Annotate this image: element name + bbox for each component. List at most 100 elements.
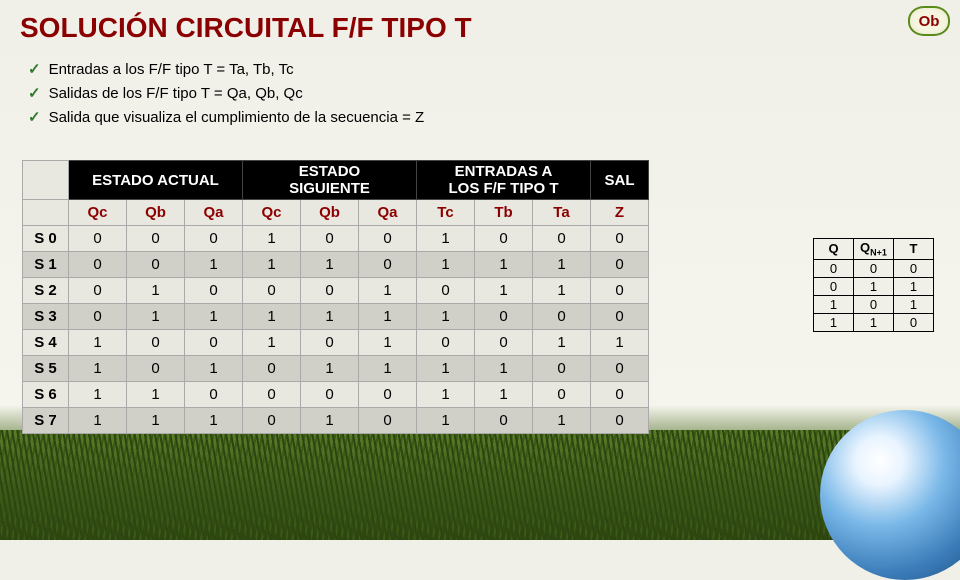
table-cell: 1 [127, 408, 185, 434]
table-cell: 1 [359, 278, 417, 304]
table-cell: 1 [359, 304, 417, 330]
table-cell: 1 [127, 278, 185, 304]
table-cell: 1 [243, 304, 301, 330]
table-cell: 0 [475, 226, 533, 252]
small-table-cell: 0 [814, 277, 854, 295]
table-cell: 1 [533, 252, 591, 278]
page-title: SOLUCIÓN CIRCUITAL F/F TIPO T [20, 12, 472, 44]
table-cell: 0 [185, 226, 243, 252]
table-cell: 0 [591, 356, 649, 382]
table-cell: 0 [127, 252, 185, 278]
table-sub-header: Tc [417, 200, 475, 226]
table-cell: 1 [243, 252, 301, 278]
table-cell: 1 [417, 356, 475, 382]
table-group-header: ESTADO ACTUAL [69, 161, 243, 200]
table-cell: 1 [359, 356, 417, 382]
table-cell: 1 [301, 356, 359, 382]
table-sub-header: Qa [185, 200, 243, 226]
table-cell: 0 [417, 278, 475, 304]
small-table-cell: 0 [854, 295, 894, 313]
table-cell: 1 [533, 408, 591, 434]
ob-badge: Ob [908, 6, 950, 36]
table-cell: 1 [127, 382, 185, 408]
table-cell: 1 [69, 408, 127, 434]
table-cell: 1 [301, 304, 359, 330]
bullet-item: ✓ Salida que visualiza el cumplimiento de… [28, 106, 424, 130]
table-cell: 0 [475, 330, 533, 356]
state-label: S 3 [23, 304, 69, 330]
bullet-item: ✓ Entradas a los F/F tipo T = Ta, Tb, Tc [28, 58, 424, 82]
small-table-cell: 0 [894, 313, 934, 331]
table-cell: 1 [475, 252, 533, 278]
main-state-table: ESTADO ACTUALESTADOSIGUIENTEENTRADAS ALO… [22, 160, 649, 434]
table-cell: 0 [533, 304, 591, 330]
table-cell: 1 [533, 330, 591, 356]
bullet-list: ✓Entradas a los F/F tipo T = Ta, Tb, Tc … [28, 58, 424, 130]
table-sub-header: Tb [475, 200, 533, 226]
table-group-header [23, 161, 69, 200]
table-cell: 1 [475, 382, 533, 408]
table-sub-header: Qb [301, 200, 359, 226]
table-cell: 0 [301, 278, 359, 304]
table-cell: 0 [533, 226, 591, 252]
table-cell: 1 [475, 278, 533, 304]
table-cell: 1 [69, 356, 127, 382]
check-icon: ✓ [28, 61, 41, 78]
table-cell: 0 [533, 382, 591, 408]
table-cell: 1 [417, 252, 475, 278]
table-cell: 1 [243, 226, 301, 252]
small-table-cell: 1 [854, 313, 894, 331]
transition-table: QQN+1T000011101110 [813, 238, 934, 332]
state-label: S 7 [23, 408, 69, 434]
table-cell: 0 [127, 330, 185, 356]
bullet-text: Entradas a los F/F tipo T = Ta, Tb, Tc [49, 61, 294, 78]
state-label: S 6 [23, 382, 69, 408]
table-cell: 1 [417, 408, 475, 434]
table-cell: 0 [301, 330, 359, 356]
small-table-cell: 1 [894, 277, 934, 295]
check-icon: ✓ [28, 109, 41, 126]
background-grass [0, 430, 960, 540]
table-cell: 0 [591, 304, 649, 330]
table-cell: 0 [591, 408, 649, 434]
small-table-cell: 0 [854, 259, 894, 277]
small-table-cell: 1 [814, 295, 854, 313]
bullet-text: Salidas de los F/F tipo T = Qa, Qb, Qc [49, 85, 303, 102]
table-cell: 1 [301, 252, 359, 278]
small-table-cell: 0 [894, 259, 934, 277]
bullet-text: Salida que visualiza el cumplimiento de … [49, 109, 425, 126]
table-cell: 1 [475, 356, 533, 382]
check-icon: ✓ [28, 85, 41, 102]
table-cell: 1 [185, 356, 243, 382]
table-cell: 1 [243, 330, 301, 356]
table-sub-header: Ta [533, 200, 591, 226]
small-table-header: T [894, 239, 934, 260]
table-group-header: SAL [591, 161, 649, 200]
table-cell: 1 [417, 382, 475, 408]
table-cell: 0 [185, 278, 243, 304]
table-cell: 0 [359, 226, 417, 252]
small-table-header: QN+1 [854, 239, 894, 260]
table-cell: 0 [591, 382, 649, 408]
table-cell: 1 [185, 408, 243, 434]
table-cell: 1 [591, 330, 649, 356]
table-cell: 0 [359, 252, 417, 278]
table-cell: 0 [359, 382, 417, 408]
table-cell: 1 [359, 330, 417, 356]
small-table-cell: 1 [854, 277, 894, 295]
table-sub-header: Z [591, 200, 649, 226]
table-cell: 0 [127, 226, 185, 252]
table-cell: 1 [69, 382, 127, 408]
state-label: S 0 [23, 226, 69, 252]
table-group-header: ESTADOSIGUIENTE [243, 161, 417, 200]
table-cell: 0 [301, 382, 359, 408]
small-table-header: Q [814, 239, 854, 260]
table-cell: 1 [533, 278, 591, 304]
state-label: S 2 [23, 278, 69, 304]
table-cell: 0 [69, 252, 127, 278]
state-label: S 5 [23, 356, 69, 382]
table-cell: 0 [475, 408, 533, 434]
state-label: S 1 [23, 252, 69, 278]
table-cell: 0 [591, 278, 649, 304]
table-cell: 0 [243, 356, 301, 382]
